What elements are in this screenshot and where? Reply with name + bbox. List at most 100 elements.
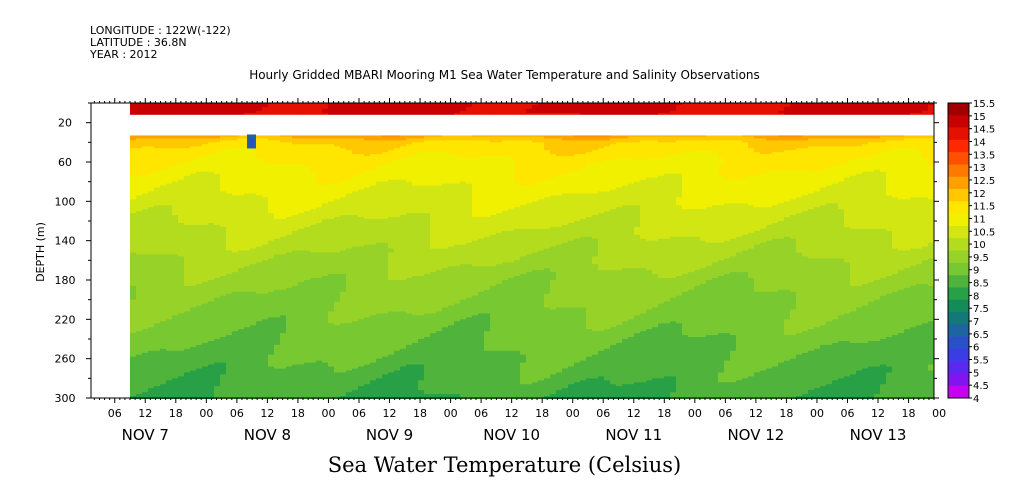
colorbar-label: 7	[973, 317, 979, 328]
colorbar-swatch	[948, 139, 969, 153]
colorbar-swatch	[948, 299, 969, 313]
colorbar-label: 10.5	[973, 227, 995, 238]
colorbar-swatch	[948, 275, 969, 288]
colorbar-label: 15.5	[973, 99, 995, 110]
colorbar-frame	[947, 102, 970, 399]
colorbar-swatch	[948, 361, 969, 374]
y-axis-label: DEPTH (m)	[34, 222, 47, 282]
x-hour-label: 00	[932, 407, 946, 420]
y-tick-label: 60	[58, 156, 72, 169]
missing-data-band	[130, 114, 934, 136]
colorbar-swatch	[948, 348, 969, 362]
x-hour-label: 00	[444, 407, 458, 420]
colorbar-swatch	[948, 127, 969, 141]
colorbar-swatch	[948, 225, 969, 239]
x-hour-label: 18	[535, 407, 549, 420]
colorbar-swatch	[948, 115, 969, 128]
longitude-label: LONGITUDE : 122W(-122)	[90, 24, 231, 37]
cold-anomaly-core	[249, 138, 254, 147]
colorbar-label: 12.5	[973, 176, 995, 187]
x-hour-label: 18	[657, 407, 671, 420]
colorbar-swatch	[948, 262, 969, 276]
x-hour-label: 00	[199, 407, 213, 420]
x-day-label: NOV 8	[244, 426, 291, 444]
colorbar-label: 11.5	[973, 202, 995, 213]
colorbar-label: 7.5	[973, 304, 989, 315]
x-day-label: NOV 13	[850, 426, 907, 444]
x-hour-label: 12	[871, 407, 885, 420]
y-tick-label: 140	[55, 235, 76, 248]
colorbar-label: 9	[973, 266, 979, 277]
x-hour-label: 00	[688, 407, 702, 420]
colorbar-swatch	[948, 324, 969, 337]
colorbar-label: 14	[973, 137, 986, 148]
colorbar-swatch	[948, 311, 969, 325]
colorbar-label: 9.5	[973, 253, 989, 264]
colorbar-swatch	[948, 213, 969, 227]
y-tick-label: 20	[58, 117, 72, 130]
x-hour-label: 06	[474, 407, 488, 420]
x-day-label: NOV 10	[483, 426, 540, 444]
colorbar-label: 13	[973, 163, 986, 174]
no-data-region	[91, 103, 130, 398]
colorbar-label: 6	[973, 343, 979, 354]
colorbar-label: 15	[973, 112, 986, 123]
colorbar-swatch	[948, 250, 969, 264]
x-day-label: NOV 12	[727, 426, 784, 444]
colorbar-swatch	[948, 176, 969, 190]
colorbar-label: 13.5	[973, 150, 995, 161]
colorbar-swatch	[948, 152, 969, 165]
x-axis-label: Sea Water Temperature (Celsius)	[327, 453, 682, 477]
colorbar-label: 6.5	[973, 330, 989, 341]
x-hour-label: 12	[505, 407, 519, 420]
colorbar-swatch	[948, 189, 969, 202]
colorbar-swatch	[948, 373, 969, 387]
colorbar-label: 12	[973, 189, 986, 200]
colorbar-swatch	[948, 238, 969, 251]
x-hour-label: 06	[840, 407, 854, 420]
y-tick-label: 180	[55, 274, 76, 287]
x-hour-label: 06	[718, 407, 732, 420]
x-hour-label: 18	[291, 407, 305, 420]
x-hour-label: 18	[779, 407, 793, 420]
x-day-label: NOV 9	[366, 426, 413, 444]
x-hour-label: 06	[108, 407, 122, 420]
colorbar-label: 11	[973, 214, 986, 225]
colorbar-swatch	[948, 336, 969, 350]
plot-frame	[90, 102, 935, 399]
x-hour-label: 06	[352, 407, 366, 420]
y-tick-label: 300	[55, 392, 76, 405]
x-day-label: NOV 7	[122, 426, 169, 444]
x-hour-label: 18	[413, 407, 427, 420]
x-hour-label: 06	[230, 407, 244, 420]
x-hour-label: 00	[321, 407, 335, 420]
chart-title: Hourly Gridded MBARI Mooring M1 Sea Wate…	[249, 68, 760, 82]
colorbar-label: 14.5	[973, 125, 995, 136]
x-hour-label: 12	[260, 407, 274, 420]
heatmap-cells	[130, 103, 935, 400]
x-hour-label: 00	[810, 407, 824, 420]
x-hour-label: 12	[627, 407, 641, 420]
y-tick-label: 260	[55, 353, 76, 366]
colorbar-label: 5	[973, 368, 979, 379]
x-hour-label: 12	[383, 407, 397, 420]
latitude-label: LATITUDE : 36.8N	[90, 36, 187, 49]
x-hour-label: 18	[902, 407, 916, 420]
colorbar-swatch	[948, 287, 969, 300]
colorbar-label: 10	[973, 240, 986, 251]
x-hour-label: 00	[566, 407, 580, 420]
x-hour-label: 12	[749, 407, 763, 420]
x-hour-label: 06	[596, 407, 610, 420]
y-tick-label: 100	[55, 195, 76, 208]
colorbar-label: 5.5	[973, 356, 989, 367]
x-day-label: NOV 11	[605, 426, 662, 444]
y-tick-label: 220	[55, 313, 76, 326]
year-label: YEAR : 2012	[90, 48, 158, 61]
x-hour-label: 18	[169, 407, 183, 420]
colorbar-swatch	[948, 164, 969, 178]
colorbar-label: 8	[973, 291, 979, 302]
colorbar-swatch	[948, 385, 969, 399]
colorbar-swatch	[948, 103, 969, 116]
colorbar-label: 4	[973, 394, 979, 405]
colorbar-label: 8.5	[973, 279, 989, 290]
